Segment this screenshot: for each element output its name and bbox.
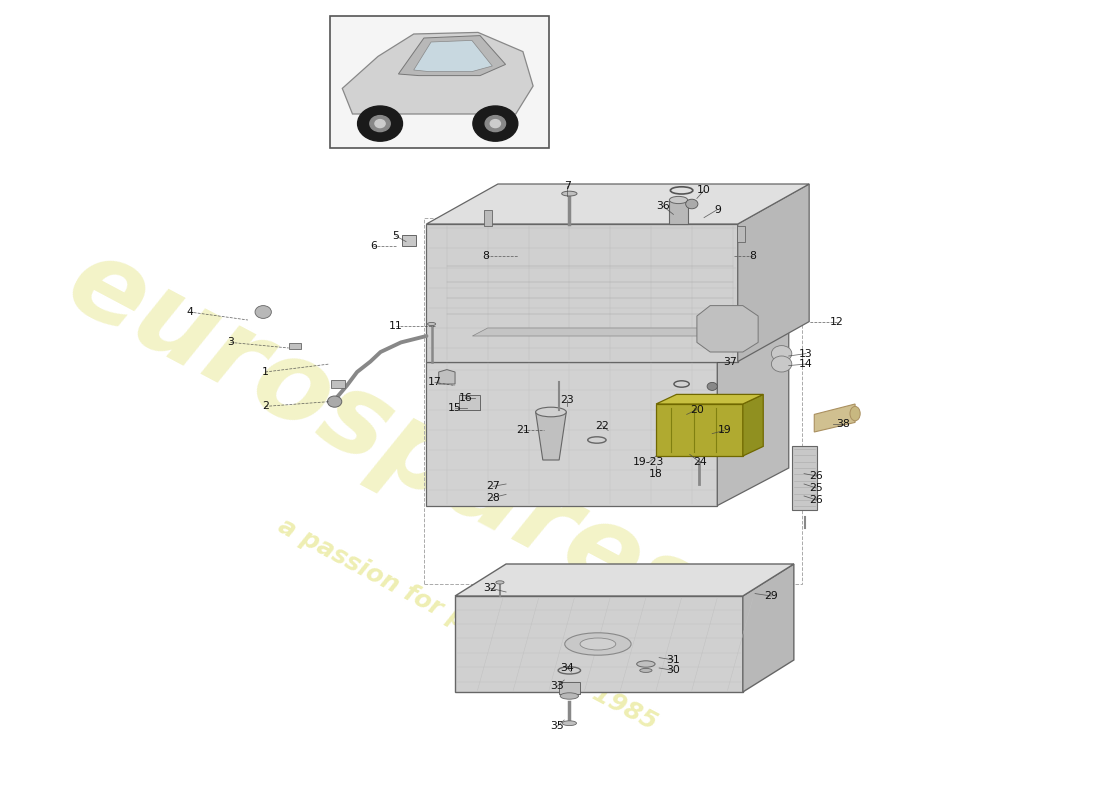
Text: 4: 4 [186, 307, 194, 317]
Polygon shape [402, 235, 416, 246]
Polygon shape [455, 564, 794, 596]
Text: 9: 9 [714, 205, 720, 214]
Circle shape [707, 382, 717, 390]
Polygon shape [342, 32, 534, 114]
Text: 20: 20 [690, 405, 704, 414]
Text: 38: 38 [836, 419, 849, 429]
Ellipse shape [560, 693, 579, 699]
Ellipse shape [564, 633, 631, 655]
Circle shape [685, 199, 697, 209]
Ellipse shape [850, 406, 860, 421]
Text: 28: 28 [486, 493, 499, 502]
Text: 3: 3 [227, 338, 234, 347]
Text: 16: 16 [459, 394, 472, 403]
Bar [792, 446, 817, 510]
Text: 21: 21 [517, 426, 530, 435]
Text: 13: 13 [800, 349, 813, 358]
Text: 18: 18 [649, 469, 663, 478]
Bar [425, 218, 802, 584]
Text: 7: 7 [564, 181, 571, 190]
Polygon shape [536, 412, 566, 460]
Ellipse shape [580, 638, 616, 650]
Polygon shape [559, 682, 580, 694]
Polygon shape [414, 40, 493, 72]
Circle shape [491, 119, 501, 127]
Polygon shape [656, 394, 763, 404]
Text: 22: 22 [595, 421, 609, 430]
Ellipse shape [562, 191, 578, 196]
Polygon shape [427, 184, 810, 224]
Text: 29: 29 [764, 591, 779, 601]
Bar [288, 343, 301, 349]
Polygon shape [439, 370, 455, 384]
Circle shape [328, 396, 342, 407]
Text: 15: 15 [448, 403, 462, 413]
Text: 30: 30 [667, 666, 681, 675]
Text: 31: 31 [667, 655, 680, 665]
Circle shape [255, 306, 272, 318]
Bar [737, 226, 745, 242]
Polygon shape [742, 564, 794, 692]
Text: 26: 26 [810, 495, 823, 505]
Ellipse shape [562, 721, 576, 726]
Circle shape [473, 106, 518, 141]
Text: 19-23: 19-23 [634, 458, 664, 467]
Text: 35: 35 [550, 722, 564, 731]
Polygon shape [427, 224, 738, 362]
Polygon shape [398, 35, 506, 76]
Circle shape [370, 115, 390, 131]
Text: 12: 12 [829, 317, 844, 326]
Text: 10: 10 [697, 186, 711, 195]
Text: 6: 6 [370, 241, 377, 250]
Polygon shape [656, 404, 743, 456]
Text: 8: 8 [482, 251, 490, 261]
Ellipse shape [496, 581, 504, 584]
Text: 19: 19 [717, 426, 732, 435]
Polygon shape [717, 324, 789, 506]
Polygon shape [814, 404, 855, 432]
Ellipse shape [428, 322, 436, 326]
Text: 36: 36 [657, 202, 670, 211]
Text: 1: 1 [262, 367, 268, 377]
Ellipse shape [536, 407, 566, 417]
Text: 11: 11 [389, 322, 403, 331]
Bar [459, 395, 480, 410]
Polygon shape [738, 184, 810, 362]
Text: 32: 32 [483, 583, 496, 593]
Text: 23: 23 [560, 395, 574, 405]
Circle shape [375, 119, 385, 127]
Text: 26: 26 [810, 471, 823, 481]
Text: 34: 34 [560, 663, 574, 673]
Text: 37: 37 [724, 357, 737, 366]
Polygon shape [427, 362, 717, 506]
Circle shape [358, 106, 403, 141]
Bar [484, 210, 492, 226]
Polygon shape [427, 324, 789, 362]
Polygon shape [742, 394, 763, 456]
Ellipse shape [640, 669, 652, 672]
Bar [330, 380, 344, 388]
Text: 33: 33 [550, 682, 564, 691]
Circle shape [771, 346, 792, 362]
Text: 24: 24 [693, 458, 707, 467]
Bar [669, 200, 688, 224]
Text: eurospares: eurospares [51, 228, 720, 652]
Text: 14: 14 [800, 359, 813, 369]
Polygon shape [472, 328, 717, 336]
Text: a passion for parts since 1985: a passion for parts since 1985 [274, 514, 661, 734]
Bar [330, 16, 549, 148]
Polygon shape [697, 306, 758, 352]
Polygon shape [455, 596, 742, 692]
Ellipse shape [637, 661, 656, 667]
Text: 8: 8 [749, 251, 757, 261]
Circle shape [485, 115, 506, 131]
Text: 5: 5 [393, 231, 399, 241]
Text: 25: 25 [810, 483, 823, 493]
Text: 27: 27 [486, 482, 499, 491]
Ellipse shape [669, 196, 688, 204]
Text: 2: 2 [262, 402, 268, 411]
Text: 17: 17 [428, 378, 441, 387]
Circle shape [771, 356, 792, 372]
